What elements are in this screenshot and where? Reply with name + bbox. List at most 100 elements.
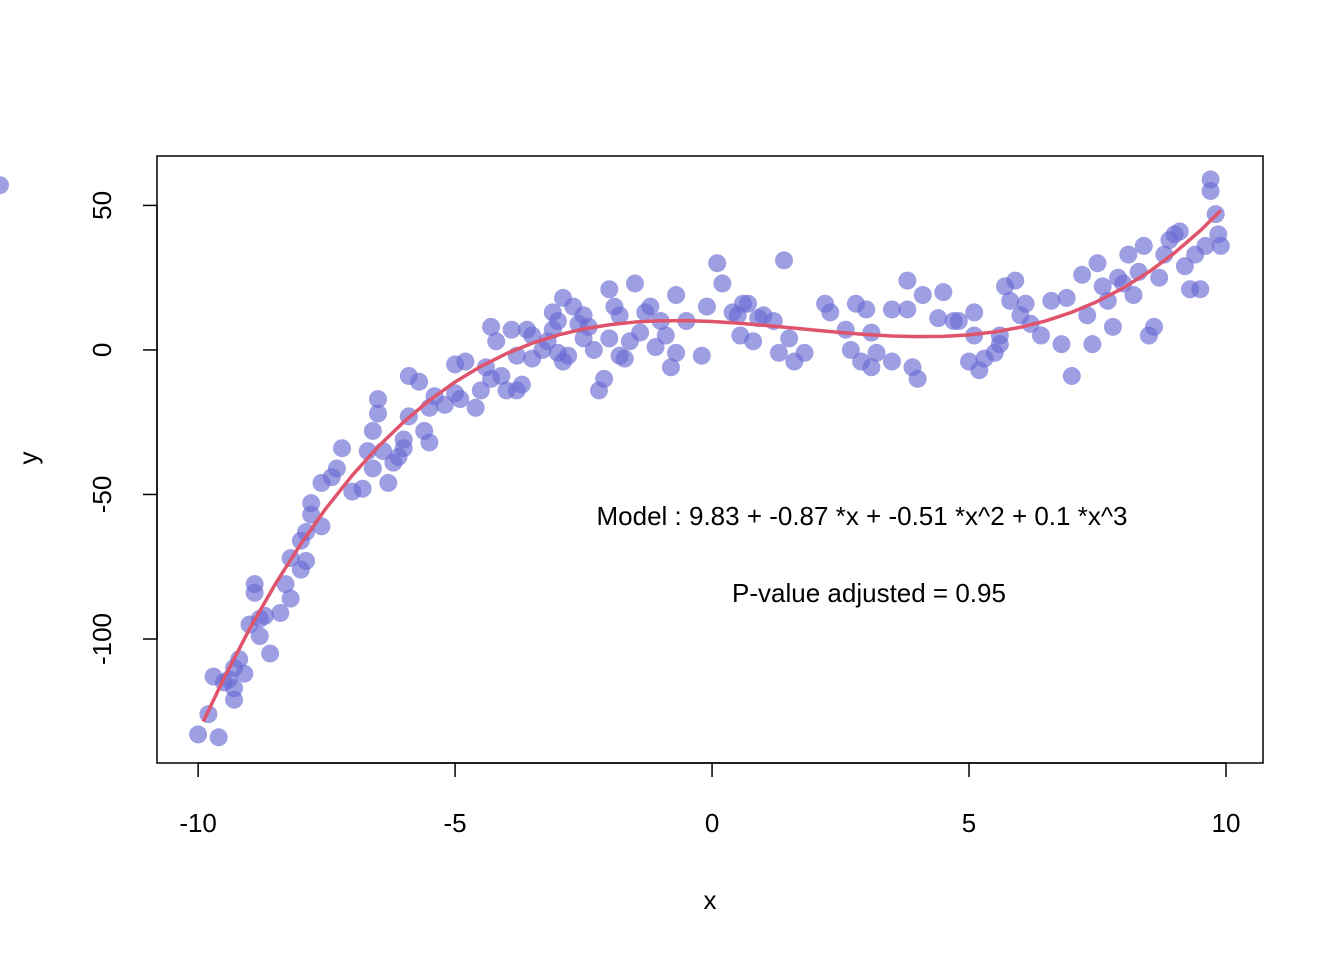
point xyxy=(368,390,387,409)
point xyxy=(471,381,490,400)
point xyxy=(1191,280,1210,299)
point xyxy=(862,323,881,342)
x-tick-label: 10 xyxy=(1212,808,1241,838)
point xyxy=(1016,294,1035,313)
point xyxy=(836,320,855,339)
point xyxy=(882,300,901,319)
point xyxy=(739,294,758,313)
point xyxy=(1052,335,1071,354)
point xyxy=(600,280,619,299)
point xyxy=(1083,335,1102,354)
point xyxy=(1124,286,1143,305)
fit-line xyxy=(201,209,1223,723)
point xyxy=(276,575,295,594)
point xyxy=(189,725,208,744)
point xyxy=(1093,277,1112,296)
point xyxy=(615,349,634,368)
point xyxy=(775,251,794,270)
point xyxy=(713,274,732,293)
x-tick-label: 5 xyxy=(962,808,976,838)
point xyxy=(692,346,711,365)
point xyxy=(1134,236,1153,255)
point xyxy=(363,459,382,478)
point xyxy=(435,395,454,414)
point xyxy=(1150,268,1169,287)
point xyxy=(456,352,475,371)
point xyxy=(492,366,511,385)
point xyxy=(949,312,968,331)
point xyxy=(487,332,506,351)
point xyxy=(1088,254,1107,273)
point xyxy=(929,309,948,328)
annotation: Model : 9.83 + -0.87 *x + -0.51 *x^2 + 0… xyxy=(597,501,1128,531)
point xyxy=(502,320,521,339)
point xyxy=(250,627,269,646)
point xyxy=(867,343,886,362)
point xyxy=(271,603,290,622)
y-tick-label: 50 xyxy=(87,191,117,220)
point xyxy=(821,303,840,322)
point xyxy=(882,352,901,371)
point xyxy=(512,375,531,394)
point xyxy=(410,372,429,391)
point xyxy=(898,271,917,290)
point xyxy=(898,300,917,319)
point xyxy=(559,346,578,365)
point xyxy=(1073,265,1092,284)
point xyxy=(625,274,644,293)
y-tick-label: 0 xyxy=(87,343,117,357)
plot-frame xyxy=(156,155,1264,764)
point xyxy=(1175,257,1194,276)
point xyxy=(466,398,485,417)
point xyxy=(646,338,665,357)
point xyxy=(1211,236,1230,255)
point xyxy=(934,283,953,302)
x-tick-label: 0 xyxy=(705,808,719,838)
point xyxy=(667,286,686,305)
point xyxy=(1098,291,1117,310)
point xyxy=(908,369,927,388)
point xyxy=(1196,236,1215,255)
point xyxy=(420,433,439,452)
point xyxy=(482,317,501,336)
point xyxy=(225,690,244,709)
point xyxy=(965,303,984,322)
point xyxy=(261,644,280,663)
annotation: P-value adjusted = 0.95 xyxy=(732,578,1006,608)
point xyxy=(1201,181,1220,200)
point xyxy=(631,323,650,342)
x-axis-label: x xyxy=(704,885,717,915)
x-tick-label: -5 xyxy=(444,808,467,838)
point xyxy=(1062,366,1081,385)
point xyxy=(795,343,814,362)
point xyxy=(1057,288,1076,307)
point xyxy=(584,340,603,359)
point xyxy=(451,390,470,409)
point xyxy=(327,459,346,478)
point xyxy=(857,300,876,319)
y-tick-label: -50 xyxy=(87,476,117,514)
point xyxy=(913,286,932,305)
point xyxy=(708,254,727,273)
point xyxy=(661,358,680,377)
point xyxy=(302,505,321,524)
point xyxy=(780,329,799,348)
point xyxy=(1031,326,1050,345)
point xyxy=(697,297,716,316)
point xyxy=(667,343,686,362)
point xyxy=(769,343,788,362)
point xyxy=(841,340,860,359)
point xyxy=(353,479,372,498)
y-axis-label: y xyxy=(13,452,43,465)
point xyxy=(862,358,881,377)
point xyxy=(1006,271,1025,290)
point xyxy=(297,551,316,570)
point xyxy=(1170,222,1189,241)
point xyxy=(1145,317,1164,336)
point xyxy=(368,404,387,423)
point xyxy=(245,575,264,594)
point xyxy=(0,176,9,195)
point xyxy=(379,473,398,492)
point xyxy=(394,439,413,458)
point xyxy=(1001,291,1020,310)
